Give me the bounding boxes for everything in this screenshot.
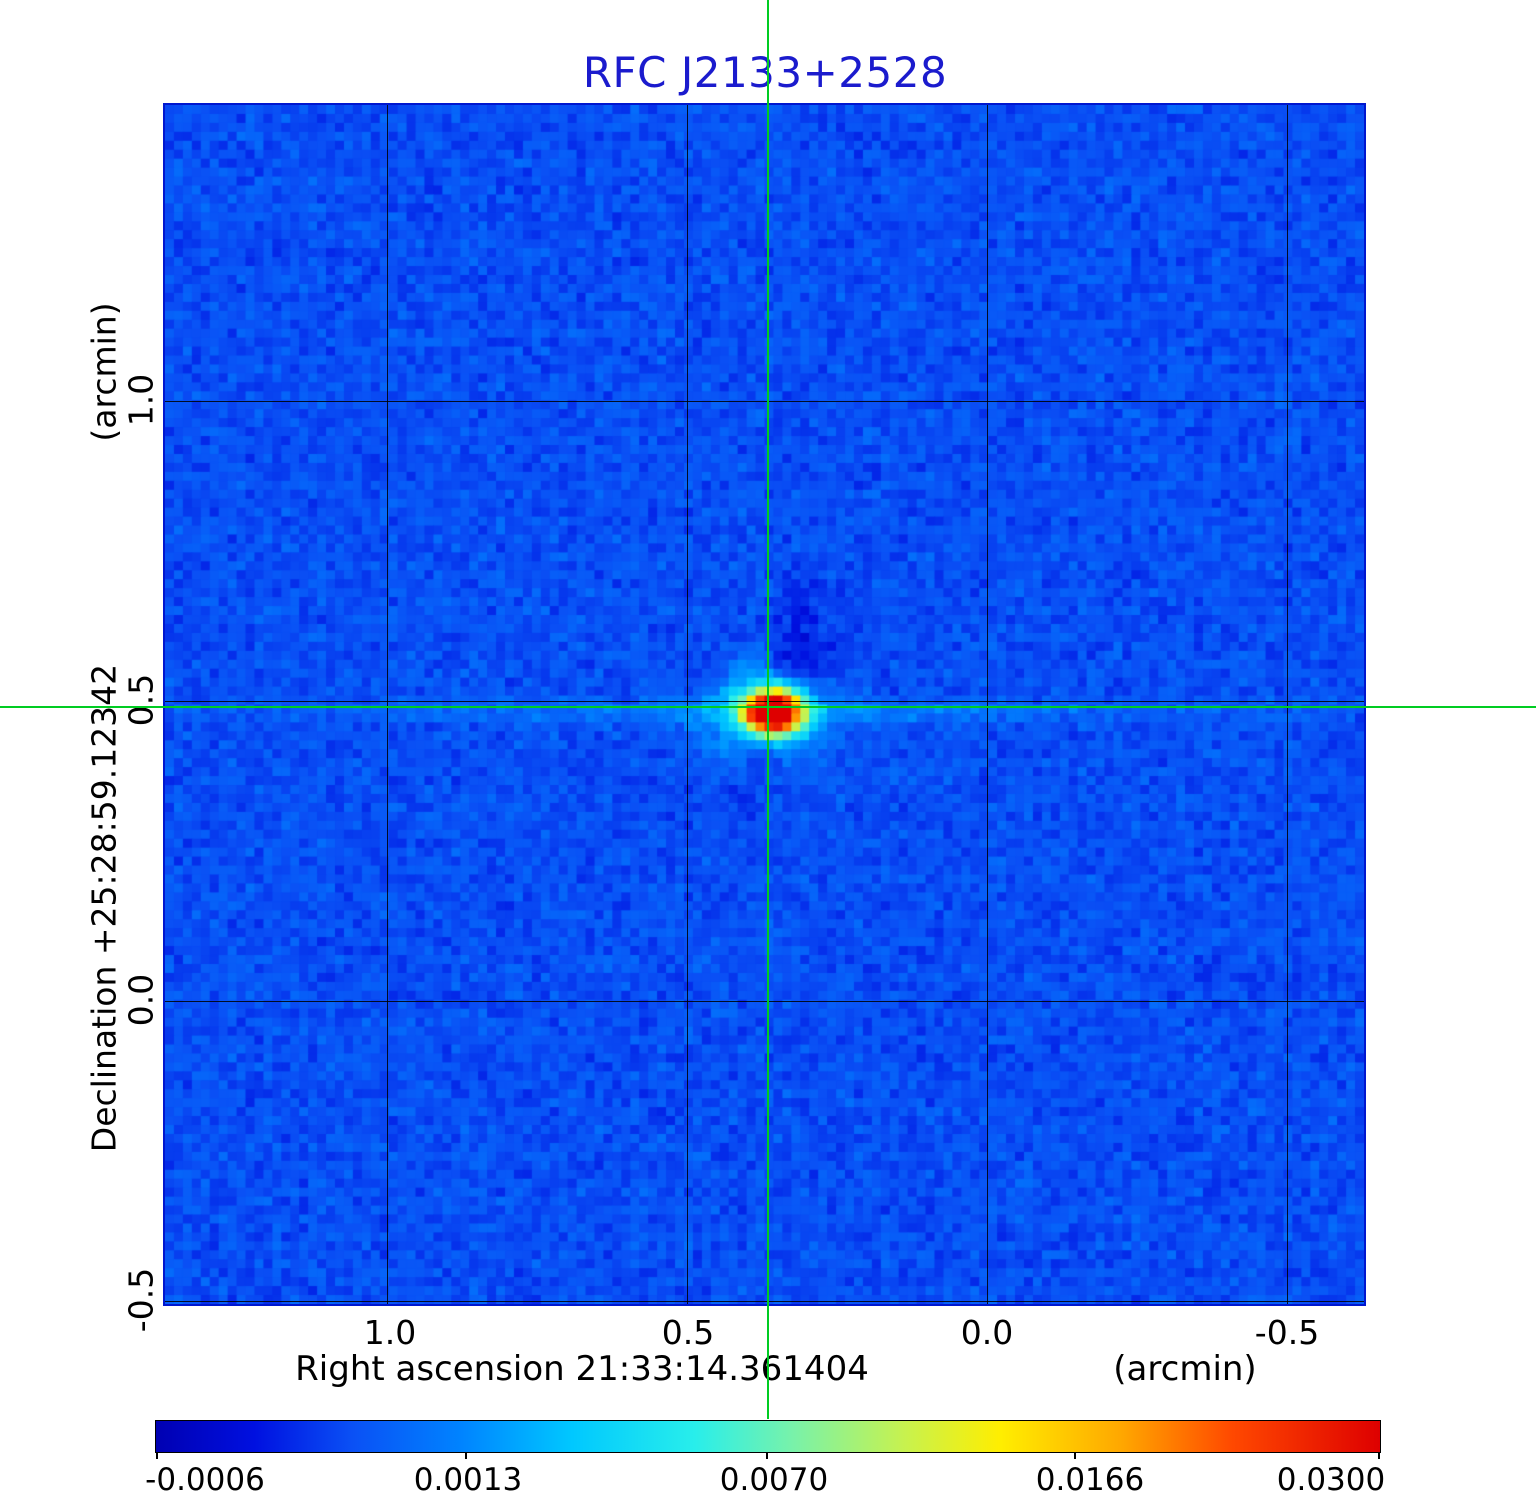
colorbar-tick-5 bbox=[1378, 1452, 1380, 1459]
y-tick-label-4: -0.5 bbox=[121, 1267, 161, 1333]
grid-line-horizontal-4 bbox=[165, 1301, 1364, 1302]
colorbar-gradient bbox=[156, 1421, 1380, 1452]
y-axis-label: Declination +25:28:59.12342 bbox=[84, 663, 124, 1153]
grid-line-vertical-1 bbox=[387, 105, 388, 1304]
colorbar-tick-label-4: 0.0166 bbox=[1035, 1462, 1145, 1498]
grid-line-vertical-4 bbox=[1287, 105, 1288, 1304]
crosshair-vertical-line bbox=[767, 0, 769, 1419]
colorbar-tick-label-1: -0.0006 bbox=[145, 1462, 265, 1498]
colorbar-tick-label-2: 0.0013 bbox=[413, 1462, 523, 1498]
colorbar-tick-3 bbox=[766, 1452, 768, 1459]
colorbar-tick-1 bbox=[156, 1452, 158, 1459]
colorbar-tick-label-5: 0.0300 bbox=[1276, 1462, 1386, 1498]
x-tick-label-2: 0.5 bbox=[661, 1313, 715, 1352]
x-tick-label-4: -0.5 bbox=[1254, 1313, 1320, 1352]
colorbar-tick-4 bbox=[1074, 1452, 1076, 1459]
y-tick-label-2: 0.5 bbox=[121, 673, 161, 727]
crosshair-horizontal-line bbox=[0, 706, 1536, 708]
colorbar bbox=[155, 1420, 1381, 1453]
x-tick-label-1: 1.0 bbox=[363, 1313, 417, 1352]
grid-line-horizontal-2 bbox=[165, 701, 1364, 702]
x-tick-label-3: 0.0 bbox=[960, 1313, 1014, 1352]
colorbar-tick-label-3: 0.0070 bbox=[719, 1462, 829, 1498]
x-axis-unit-label: (arcmin) bbox=[1113, 1349, 1257, 1389]
y-tick-label-3: 0.0 bbox=[121, 973, 161, 1027]
grid-line-vertical-3 bbox=[987, 105, 988, 1304]
page-title: RFC J2133+2528 bbox=[582, 48, 948, 97]
y-axis-unit-label: (arcmin) bbox=[84, 302, 124, 442]
grid-line-horizontal-3 bbox=[165, 1001, 1364, 1002]
grid-line-horizontal-1 bbox=[165, 401, 1364, 402]
grid-line-vertical-2 bbox=[687, 105, 688, 1304]
x-axis-label: Right ascension 21:33:14.361404 bbox=[295, 1349, 869, 1389]
sky-map bbox=[163, 103, 1366, 1306]
y-tick-label-1: 1.0 bbox=[121, 373, 161, 427]
colorbar-tick-2 bbox=[465, 1452, 467, 1459]
sky-map-canvas bbox=[165, 105, 1364, 1304]
